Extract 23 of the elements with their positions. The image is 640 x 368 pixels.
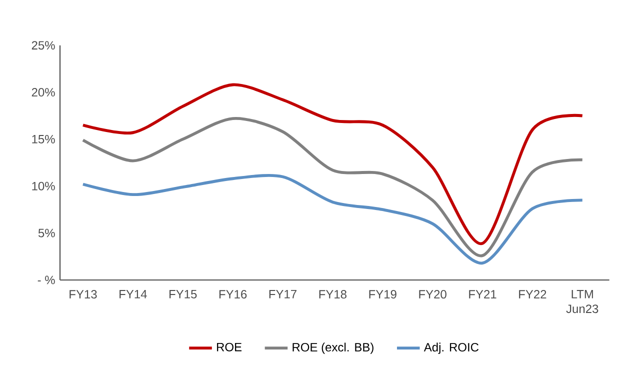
legend-label: ROE (excl. BB) bbox=[292, 342, 374, 354]
y-tick-label: - % bbox=[38, 276, 55, 284]
x-tick-label: FY15 bbox=[170, 290, 197, 298]
line-series bbox=[82, 83, 584, 245]
line-series bbox=[82, 174, 584, 265]
x-tick-label: LTM Jun23 bbox=[566, 290, 598, 314]
legend-label: ROE bbox=[217, 342, 242, 352]
y-tick-label: 25% bbox=[32, 41, 55, 50]
line-series bbox=[82, 117, 584, 258]
x-tick-label: FY13 bbox=[70, 290, 97, 299]
y-tick-label: 5% bbox=[38, 228, 55, 238]
x-tick-label: FY16 bbox=[219, 290, 247, 299]
legend-label: Adj. ROIC bbox=[424, 342, 479, 354]
y-tick-label: 15% bbox=[32, 134, 55, 144]
y-tick-label: 10% bbox=[32, 182, 55, 190]
x-tick-label: FY20 bbox=[419, 290, 446, 299]
x-tick-label: FY17 bbox=[269, 290, 296, 298]
y-tick-label: 20% bbox=[32, 88, 55, 97]
x-tick-label: FY19 bbox=[369, 290, 396, 299]
x-tick-label: FY14 bbox=[120, 290, 147, 298]
x-tick-label: FY22 bbox=[519, 290, 546, 298]
x-tick-label: FY18 bbox=[319, 290, 346, 299]
x-tick-label: FY21 bbox=[469, 290, 496, 298]
